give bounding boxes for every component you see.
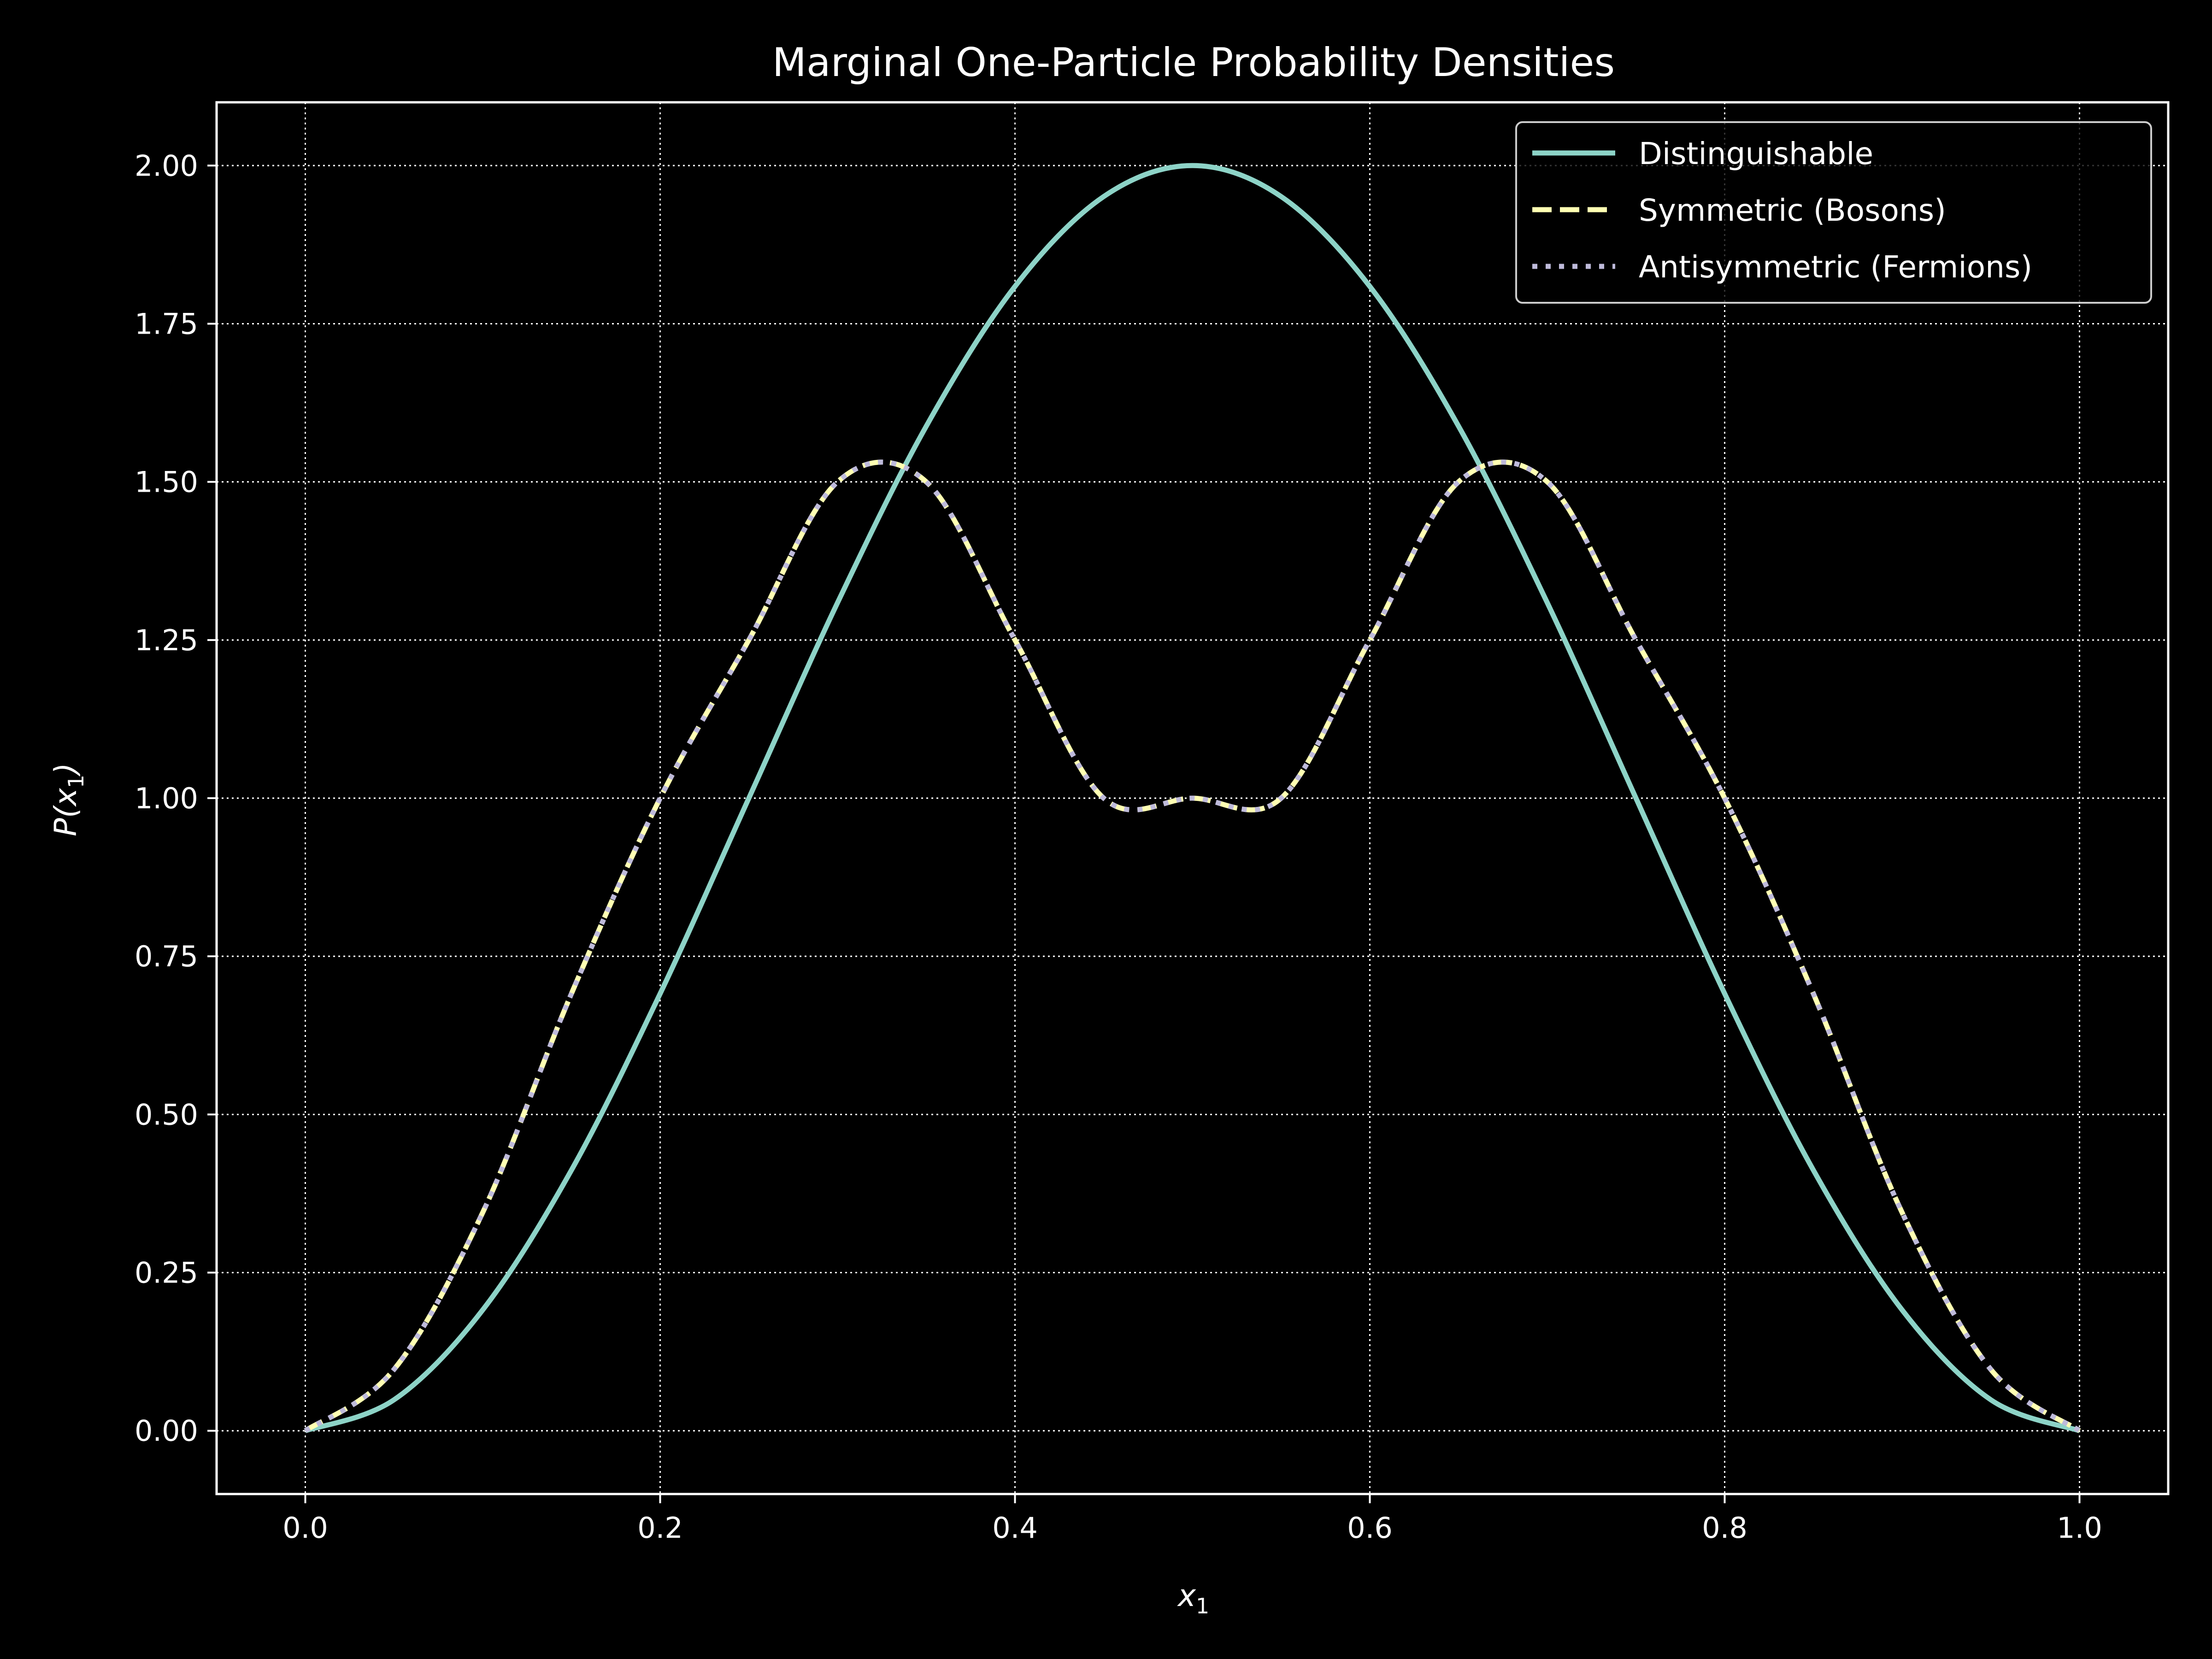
y-tick-label: 1.50: [135, 465, 198, 499]
legend: Distinguishable Symmetric (Bosons) Antis…: [1515, 121, 2152, 304]
x-tick-label: 0.2: [637, 1511, 683, 1545]
y-axis-label-sub: 1: [64, 775, 88, 788]
x-tick-label: 0.6: [1347, 1511, 1393, 1545]
legend-label-distinguishable: Distinguishable: [1639, 136, 1873, 171]
y-tick-label: 1.75: [135, 307, 198, 341]
y-axis-label-post: ): [48, 763, 83, 777]
ticks: 0.0 0.2 0.4 0.6 0.8 1.0 0.00 0.25 0.50 0.75 1.00 1.…: [135, 149, 2102, 1545]
legend-box: [1515, 121, 2152, 304]
y-axis-label: P(x1): [48, 763, 88, 836]
y-tick-label: 1.25: [135, 624, 198, 657]
x-tick-label: 0.8: [1702, 1511, 1747, 1545]
series-layer: [304, 163, 2081, 1433]
x-tick-label: 0.0: [282, 1511, 328, 1545]
x-axis-label: x1: [1177, 1578, 1209, 1618]
y-tick-label: 2.00: [135, 149, 198, 182]
series-line-antisymmetric-fermions: [304, 459, 2081, 1433]
y-tick-label: 0.00: [135, 1414, 198, 1448]
y-axis-label-pre: P(x: [48, 788, 83, 836]
y-tick-label: 1.00: [135, 782, 198, 815]
y-tick-label: 0.75: [135, 940, 198, 973]
x-tick-label: 1.0: [2057, 1511, 2102, 1545]
x-axis-label-main: x: [1177, 1578, 1196, 1613]
y-tick-label: 0.50: [135, 1098, 198, 1131]
x-tick-label: 0.4: [992, 1511, 1038, 1545]
chart-title: Marginal One-Particle Probability Densit…: [772, 40, 1615, 86]
x-axis-label-sub: 1: [1196, 1594, 1209, 1618]
legend-label-antisymmetric: Antisymmetric (Fermions): [1639, 249, 2032, 285]
y-tick-label: 0.25: [135, 1256, 198, 1290]
legend-label-symmetric: Symmetric (Bosons): [1639, 193, 1946, 228]
series-line-distinguishable: [304, 163, 2081, 1433]
